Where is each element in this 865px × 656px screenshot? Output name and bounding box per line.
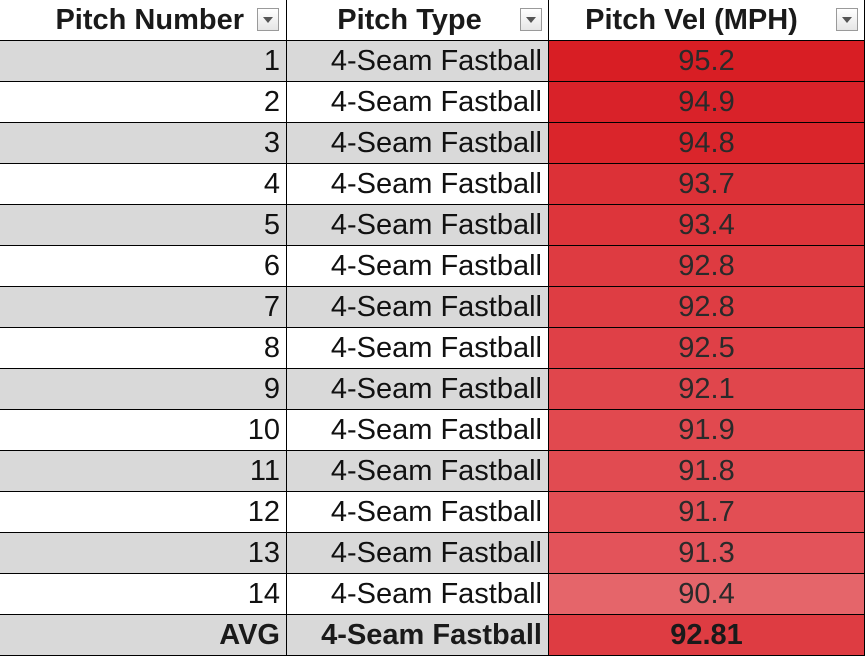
- pitch-type-filter-button[interactable]: [520, 8, 542, 31]
- pitch-vel-cell[interactable]: 93.7: [549, 164, 865, 205]
- pitch-type-cell[interactable]: 4-Seam Fastball: [287, 205, 549, 246]
- pitch-type-cell[interactable]: 4-Seam Fastball: [287, 492, 549, 533]
- chevron-down-icon: [526, 16, 536, 23]
- pitch-type-cell[interactable]: 4-Seam Fastball: [287, 574, 549, 615]
- table-row: 8 4-Seam Fastball 92.5: [0, 328, 865, 369]
- pitch-number-cell[interactable]: 3: [0, 123, 287, 164]
- pitch-number-cell[interactable]: 7: [0, 287, 287, 328]
- pitch-type-cell[interactable]: 4-Seam Fastball: [287, 164, 549, 205]
- pitch-number-cell[interactable]: 6: [0, 246, 287, 287]
- pitch-vel-cell[interactable]: 94.8: [549, 123, 865, 164]
- pitch-number-cell[interactable]: 1: [0, 41, 287, 82]
- pitch-type-cell[interactable]: 4-Seam Fastball: [287, 533, 549, 574]
- pitch-type-cell[interactable]: 4-Seam Fastball: [287, 451, 549, 492]
- pitch-number-filter-button[interactable]: [257, 8, 279, 31]
- table-row: 11 4-Seam Fastball 91.8: [0, 451, 865, 492]
- pitch-vel-cell[interactable]: 92.5: [549, 328, 865, 369]
- pitch-vel-cell[interactable]: 93.4: [549, 205, 865, 246]
- pitch-vel-cell[interactable]: 92.1: [549, 369, 865, 410]
- pitch-type-cell[interactable]: 4-Seam Fastball: [287, 82, 549, 123]
- table-row: 14 4-Seam Fastball 90.4: [0, 574, 865, 615]
- header-pitch-vel[interactable]: Pitch Vel (MPH): [549, 0, 865, 41]
- table-row: 2 4-Seam Fastball 94.9: [0, 82, 865, 123]
- pitch-vel-cell[interactable]: 95.2: [549, 41, 865, 82]
- pitch-number-cell[interactable]: 5: [0, 205, 287, 246]
- pitch-type-cell[interactable]: 4-Seam Fastball: [287, 123, 549, 164]
- table-row: 9 4-Seam Fastball 92.1: [0, 369, 865, 410]
- pitch-number-cell[interactable]: 10: [0, 410, 287, 451]
- pitch-vel-cell[interactable]: 94.9: [549, 82, 865, 123]
- pitch-vel-cell[interactable]: 91.7: [549, 492, 865, 533]
- header-pitch-number-label: Pitch Number: [55, 3, 244, 36]
- avg-vel-cell[interactable]: 92.81: [549, 615, 865, 656]
- pitch-vel-cell[interactable]: 91.9: [549, 410, 865, 451]
- pitch-number-cell[interactable]: 11: [0, 451, 287, 492]
- table-row: 3 4-Seam Fastball 94.8: [0, 123, 865, 164]
- pitch-number-cell[interactable]: 12: [0, 492, 287, 533]
- header-pitch-number[interactable]: Pitch Number: [0, 0, 287, 41]
- pitch-vel-cell[interactable]: 90.4: [549, 574, 865, 615]
- pitch-number-cell[interactable]: 8: [0, 328, 287, 369]
- pitch-type-cell[interactable]: 4-Seam Fastball: [287, 287, 549, 328]
- pitch-vel-cell[interactable]: 91.3: [549, 533, 865, 574]
- pitch-type-cell[interactable]: 4-Seam Fastball: [287, 410, 549, 451]
- pitch-type-cell[interactable]: 4-Seam Fastball: [287, 369, 549, 410]
- header-pitch-vel-label: Pitch Vel (MPH): [585, 3, 798, 36]
- pitch-type-cell[interactable]: 4-Seam Fastball: [287, 328, 549, 369]
- table-row: 1 4-Seam Fastball 95.2: [0, 41, 865, 82]
- table-row: 12 4-Seam Fastball 91.7: [0, 492, 865, 533]
- pitch-vel-filter-button[interactable]: [836, 8, 858, 31]
- pitch-type-cell[interactable]: 4-Seam Fastball: [287, 246, 549, 287]
- avg-row: AVG 4-Seam Fastball 92.81: [0, 615, 865, 656]
- pitch-number-cell[interactable]: 4: [0, 164, 287, 205]
- table-row: 13 4-Seam Fastball 91.3: [0, 533, 865, 574]
- table-row: 4 4-Seam Fastball 93.7: [0, 164, 865, 205]
- pitch-number-cell[interactable]: 14: [0, 574, 287, 615]
- table-row: 10 4-Seam Fastball 91.9: [0, 410, 865, 451]
- chevron-down-icon: [263, 16, 273, 23]
- pitch-vel-cell[interactable]: 92.8: [549, 287, 865, 328]
- avg-label-cell[interactable]: AVG: [0, 615, 287, 656]
- header-pitch-type-label: Pitch Type: [337, 3, 482, 36]
- pitch-number-cell[interactable]: 9: [0, 369, 287, 410]
- pitch-vel-cell[interactable]: 92.8: [549, 246, 865, 287]
- pitch-vel-cell[interactable]: 91.8: [549, 451, 865, 492]
- header-row: Pitch Number Pitch Type Pitch Vel (MPH): [0, 0, 865, 41]
- table-row: 7 4-Seam Fastball 92.8: [0, 287, 865, 328]
- chevron-down-icon: [842, 16, 852, 23]
- pitch-number-cell[interactable]: 2: [0, 82, 287, 123]
- table-row: 6 4-Seam Fastball 92.8: [0, 246, 865, 287]
- header-pitch-type[interactable]: Pitch Type: [287, 0, 549, 41]
- avg-type-cell[interactable]: 4-Seam Fastball: [287, 615, 549, 656]
- pitch-type-cell[interactable]: 4-Seam Fastball: [287, 41, 549, 82]
- table-row: 5 4-Seam Fastball 93.4: [0, 205, 865, 246]
- pitch-number-cell[interactable]: 13: [0, 533, 287, 574]
